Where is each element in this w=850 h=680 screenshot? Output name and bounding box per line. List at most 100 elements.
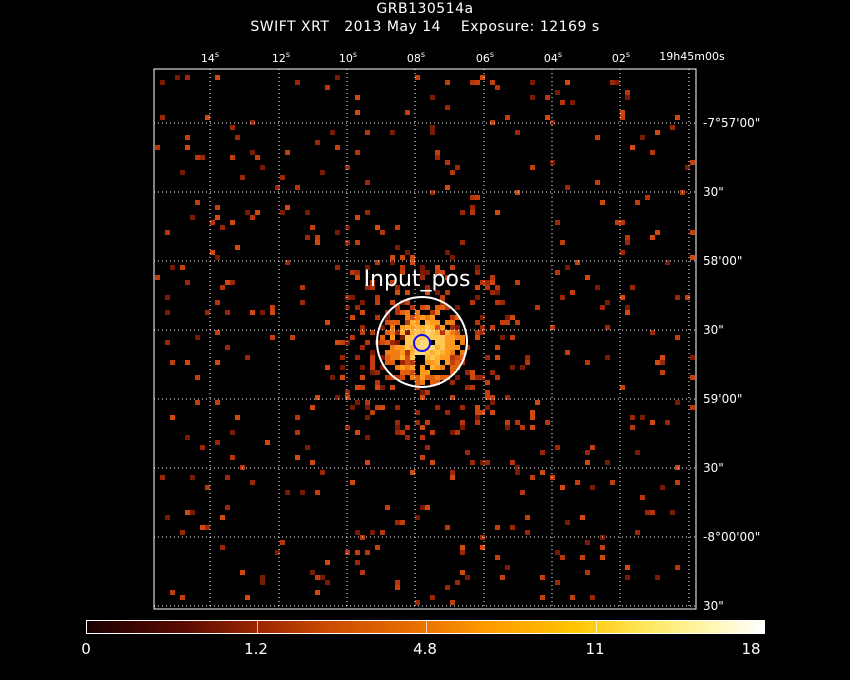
photon-pixel <box>395 245 400 250</box>
photon-pixel <box>440 295 445 300</box>
photon-pixel <box>260 310 265 315</box>
photon-pixel <box>420 350 425 355</box>
photon-pixel <box>310 460 315 465</box>
photon-pixel <box>440 375 445 380</box>
photon-pixel <box>230 280 235 285</box>
photon-pixel <box>625 90 630 95</box>
photon-pixel <box>450 430 455 435</box>
colorbar-label: 4.8 <box>413 640 437 658</box>
photon-pixel <box>295 185 300 190</box>
photon-pixel <box>350 335 355 340</box>
photon-pixel <box>505 565 510 570</box>
photon-pixel <box>615 220 620 225</box>
photon-pixel <box>385 505 390 510</box>
photon-pixel <box>405 350 410 355</box>
photon-pixel <box>495 290 500 295</box>
photon-pixel <box>455 335 460 340</box>
photon-pixel <box>475 80 480 85</box>
photon-pixel <box>360 300 365 305</box>
photon-pixel <box>435 335 440 340</box>
photon-pixel <box>515 190 520 195</box>
photon-pixel <box>445 585 450 590</box>
photon-pixel <box>435 360 440 365</box>
photon-pixel <box>555 445 560 450</box>
photon-pixel <box>190 215 195 220</box>
photon-pixel <box>650 510 655 515</box>
photon-pixel <box>405 310 410 315</box>
photon-pixel <box>435 365 440 370</box>
photon-pixel <box>460 405 465 410</box>
photon-pixel <box>170 590 175 595</box>
photon-pixel <box>410 335 415 340</box>
photon-pixel <box>410 345 415 350</box>
photon-pixel <box>445 355 450 360</box>
photon-pixel <box>200 155 205 160</box>
photon-pixel <box>510 525 515 530</box>
photon-pixel <box>600 555 605 560</box>
photon-pixel <box>450 600 455 605</box>
photon-pixel <box>350 405 355 410</box>
photon-pixel <box>390 320 395 325</box>
photon-pixel <box>395 285 400 290</box>
photon-pixel <box>450 360 455 365</box>
photon-pixel <box>215 360 220 365</box>
photon-pixel <box>420 315 425 320</box>
photon-pixel <box>345 225 350 230</box>
photon-pixel <box>495 375 500 380</box>
photon-pixel <box>350 315 355 320</box>
photon-pixel <box>205 310 210 315</box>
photon-pixel <box>540 470 545 475</box>
photon-pixel <box>225 345 230 350</box>
photon-pixel <box>270 335 275 340</box>
photon-pixel <box>355 240 360 245</box>
photon-pixel <box>685 165 690 170</box>
photon-pixel <box>370 530 375 535</box>
photon-pixel <box>550 160 555 165</box>
photon-pixel <box>490 410 495 415</box>
photon-pixel <box>580 515 585 520</box>
photon-pixel <box>450 255 455 260</box>
photon-pixel <box>395 430 400 435</box>
photon-pixel <box>420 425 425 430</box>
photon-pixel <box>395 345 400 350</box>
colorbar-label: 18 <box>741 640 761 658</box>
photon-pixel <box>445 275 450 280</box>
photon-pixel <box>390 280 395 285</box>
photon-pixel <box>585 460 590 465</box>
photon-pixel <box>345 240 350 245</box>
photon-pixel <box>565 350 570 355</box>
photon-pixel <box>420 390 425 395</box>
photon-pixel <box>355 400 360 405</box>
photon-pixel <box>530 165 535 170</box>
photon-pixel <box>445 160 450 165</box>
photon-pixel <box>475 375 480 380</box>
photon-pixel <box>420 340 425 345</box>
photon-pixel <box>215 300 220 305</box>
photon-pixel <box>590 485 595 490</box>
photon-pixel <box>390 335 395 340</box>
photon-pixel <box>450 470 455 475</box>
photon-pixel <box>350 295 355 300</box>
photon-pixel <box>550 325 555 330</box>
photon-pixel <box>430 460 435 465</box>
photon-pixel <box>565 520 570 525</box>
photon-pixel <box>630 425 635 430</box>
photon-pixel <box>445 250 450 255</box>
photon-pixel <box>365 400 370 405</box>
photon-pixel <box>430 355 435 360</box>
photon-pixel <box>180 170 185 175</box>
photon-pixel <box>605 300 610 305</box>
photon-pixel <box>370 365 375 370</box>
photon-pixel <box>355 270 360 275</box>
photon-pixel <box>395 375 400 380</box>
photon-pixel <box>450 170 455 175</box>
photon-pixel <box>500 575 505 580</box>
dec-tick-label: 30" <box>703 599 724 613</box>
photon-pixel <box>415 410 420 415</box>
ra-tick-label: 12s <box>271 50 291 65</box>
photon-pixel <box>250 215 255 220</box>
photon-pixel <box>675 465 680 470</box>
photon-pixel <box>395 420 400 425</box>
photon-pixel <box>450 350 455 355</box>
photon-pixel <box>410 340 415 345</box>
